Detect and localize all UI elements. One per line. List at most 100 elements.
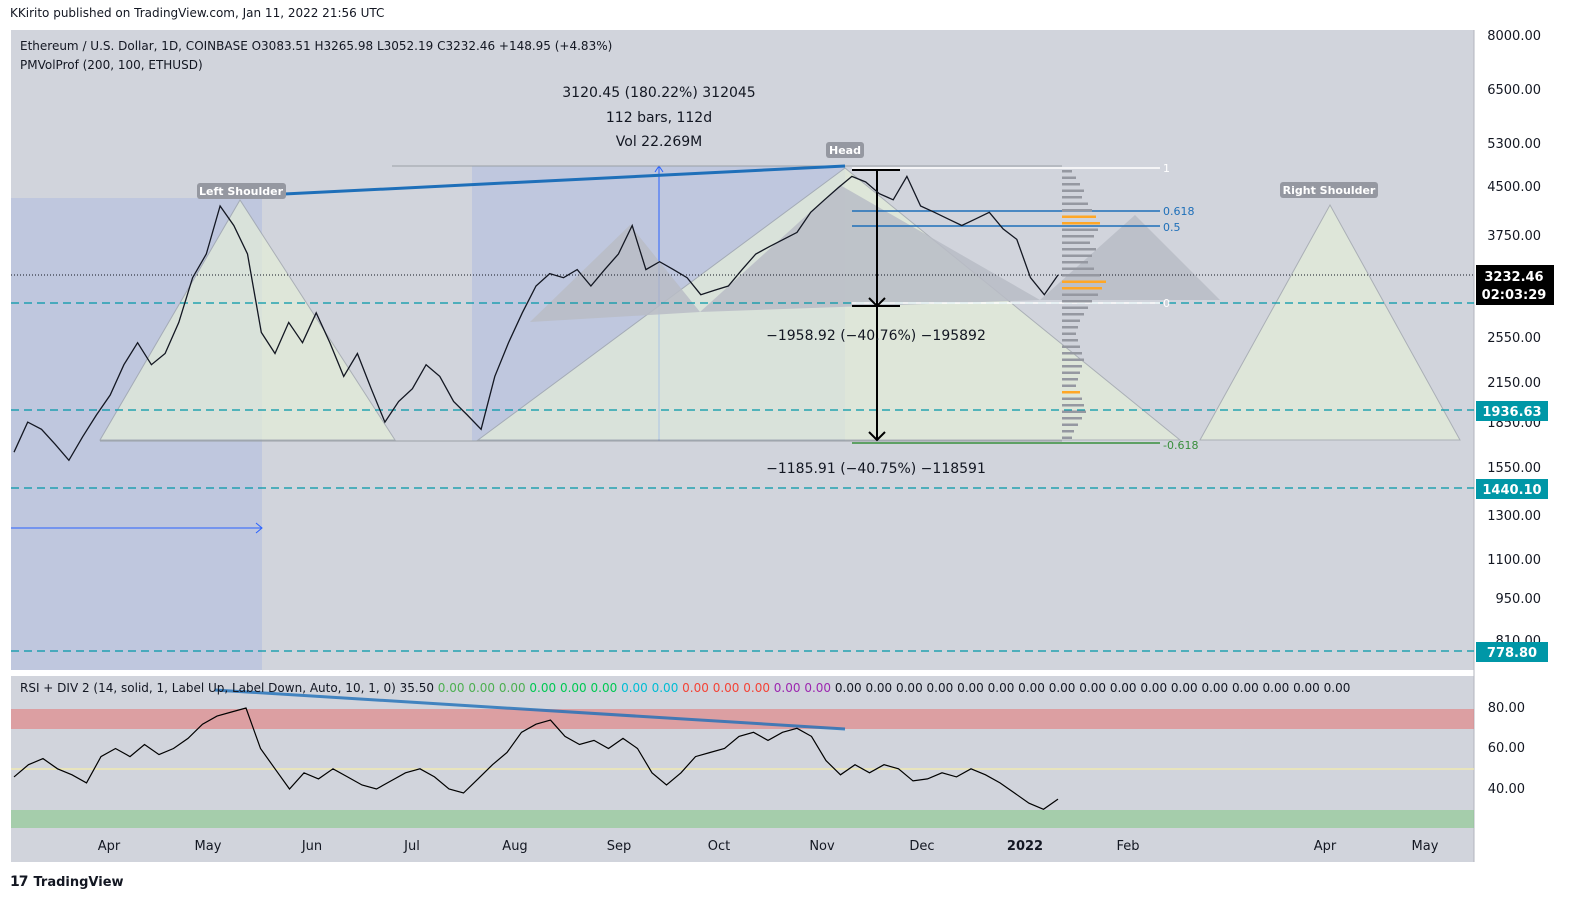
time-axis-background — [11, 830, 1474, 862]
symbol-line: Ethereum / U.S. Dollar, 1D, COINBASE O30… — [20, 39, 612, 53]
time-tick-label: Apr — [98, 839, 121, 854]
drop-text-1: −1958.92 (−40.76%) −195892 — [766, 328, 986, 344]
rsi-legend: RSI + DIV 2 (14, solid, 1, Label Up, Lab… — [20, 681, 1350, 695]
rsi-legend-value: 0.00 — [1018, 681, 1049, 695]
time-tick-label: Sep — [607, 839, 632, 854]
time-tick-label: Dec — [909, 839, 934, 854]
rsi-legend-value: 0.00 — [1140, 681, 1171, 695]
volume-profile-bar — [1062, 371, 1080, 374]
rsi-legend-value: 0.00 — [621, 681, 652, 695]
indicator-line: PMVolProf (200, 100, ETHUSD) — [20, 58, 203, 72]
volume-profile-bar — [1062, 397, 1082, 400]
time-tick-label: Nov — [809, 839, 835, 854]
last-price-badge — [1476, 265, 1554, 305]
fib-05-label: 0.5 — [1163, 221, 1181, 234]
volume-profile-bar — [1062, 287, 1102, 290]
volume-profile-bar — [1062, 430, 1074, 433]
measure-text-1: 3120.45 (180.22%) 312045 — [562, 85, 755, 101]
volume-profile-bar — [1062, 267, 1094, 270]
price-tick-label: 5300.00 — [1487, 137, 1541, 152]
volume-profile-bar — [1062, 261, 1088, 264]
level-badge-778 — [1476, 642, 1548, 662]
tradingview-logo-icon: 17 — [10, 874, 29, 890]
price-series — [13, 174, 1059, 462]
volume-profile — [1062, 170, 1106, 439]
rsi-legend-value: 0.00 — [1263, 681, 1294, 695]
head-label-bg — [826, 142, 864, 158]
volume-profile-bar — [1062, 170, 1072, 173]
time-tick-label: Apr — [1314, 839, 1337, 854]
rsi-legend-value: 0.00 — [713, 681, 744, 695]
price-tick-label: 2150.00 — [1487, 376, 1541, 391]
level-1936-value: 1936.63 — [1482, 405, 1541, 420]
rsi-legend-value: 0.00 — [896, 681, 927, 695]
volume-profile-bar — [1062, 248, 1096, 251]
rsi-legend-value: 0.00 — [529, 681, 560, 695]
volume-profile-bar — [1062, 280, 1106, 283]
volume-profile-bar — [1062, 332, 1076, 335]
rsi-legend-value: 0.00 — [652, 681, 683, 695]
time-tick-label: Feb — [1116, 839, 1139, 854]
rsi-legend-value: 0.00 — [591, 681, 622, 695]
volume-profile-bar — [1062, 384, 1076, 387]
price-tick-label: 6500.00 — [1487, 83, 1541, 98]
rsi-legend-value: 0.00 — [804, 681, 835, 695]
volume-profile-bar — [1062, 423, 1078, 426]
volume-profile-bar — [1062, 241, 1090, 244]
volume-profile-bar — [1062, 313, 1084, 316]
time-tick-label: Jul — [403, 839, 420, 854]
footer-brand[interactable]: 17 TradingView — [10, 874, 124, 890]
time-tick-label: May — [195, 839, 222, 854]
volume-profile-bar — [1062, 410, 1086, 413]
fib-1-label: 1 — [1163, 162, 1170, 175]
volume-profile-bar — [1062, 300, 1092, 303]
rsi-legend-value: 0.00 — [743, 681, 774, 695]
rsi-divergence-line[interactable] — [214, 688, 846, 731]
volume-profile-bar — [1062, 339, 1078, 342]
price-tick-label: 950.00 — [1496, 592, 1542, 607]
rsi-legend-title: RSI + DIV 2 (14, solid, 1, Label Up, Lab… — [20, 681, 400, 695]
volume-profile-bar — [1062, 274, 1100, 277]
rsi-legend-value: 0.00 — [499, 681, 530, 695]
volume-profile-bar — [1062, 228, 1098, 231]
left-shoulder-label: Left Shoulder — [199, 185, 284, 198]
rsi-legend-value: 0.00 — [988, 681, 1019, 695]
volume-profile-bar — [1062, 196, 1082, 199]
volume-profile-bar — [1062, 202, 1088, 205]
price-axis: 8000.00 6500.00 5300.00 4500.00 3750.00 2550.… — [1487, 29, 1541, 649]
time-tick-label: 2022 — [1007, 839, 1043, 854]
rsi-legend-value: 0.00 — [682, 681, 713, 695]
rsi-tick-label: 60.00 — [1488, 741, 1525, 756]
rsi-pane-background — [11, 676, 1474, 830]
price-tick-label: 4500.00 — [1487, 180, 1541, 195]
volume-profile-bar — [1062, 222, 1100, 225]
rsi-legend-value: 0.00 — [560, 681, 591, 695]
time-tick-label: May — [1412, 839, 1439, 854]
shoulder-head-trendline[interactable] — [244, 164, 846, 198]
volume-profile-bar — [1062, 404, 1084, 407]
rsi-legend-value: 0.00 — [1171, 681, 1202, 695]
left-shoulder-label-bg — [197, 183, 286, 199]
publisher-line: KKirito published on TradingView.com, Ja… — [10, 6, 385, 20]
price-tick-label: 8000.00 — [1487, 29, 1541, 44]
rsi-legend-value: 0.00 — [1079, 681, 1110, 695]
volume-profile-bar — [1062, 391, 1080, 394]
price-tick-label: 2550.00 — [1487, 331, 1541, 346]
rsi-legend-value: 0.00 — [835, 681, 866, 695]
time-tick-label: Jun — [301, 839, 322, 854]
right-shoulder-label-bg — [1280, 182, 1378, 198]
fib-0-label: 0 — [1163, 297, 1170, 310]
level-1440-value: 1440.10 — [1482, 483, 1541, 498]
level-778-value: 778.80 — [1487, 646, 1537, 661]
grey-triangle-1 — [530, 225, 700, 322]
volume-profile-bar — [1062, 306, 1088, 309]
rsi-axis: 80.00 60.00 40.00 — [1488, 701, 1525, 797]
volume-profile-bar — [1062, 183, 1080, 186]
rsi-oversold-band — [11, 810, 1474, 828]
volume-profile-bar — [1062, 345, 1080, 348]
volume-profile-bar — [1062, 319, 1080, 322]
time-tick-label: Oct — [708, 839, 730, 854]
time-axis: Apr May Jun Jul Aug Sep Oct Nov Dec 2022 Feb Apr May — [98, 839, 1439, 854]
price-tick-label: 1100.00 — [1487, 553, 1541, 568]
